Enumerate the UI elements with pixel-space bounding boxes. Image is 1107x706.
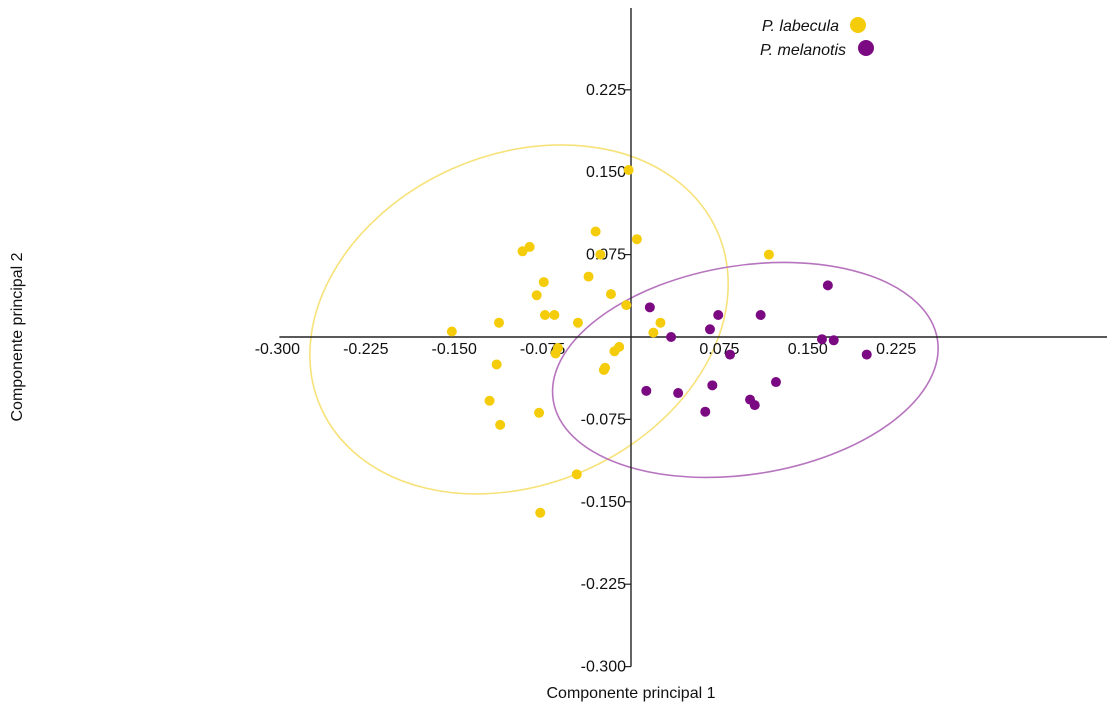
data-point-series-1 (641, 385, 652, 396)
data-point-series-0 (631, 234, 642, 245)
data-point-series-0 (605, 289, 616, 300)
ellipse-series-1 (551, 261, 939, 479)
data-point-series-0 (524, 241, 535, 252)
legend-label-p-melanotis: P. melanotis (760, 42, 846, 59)
data-point-series-0 (493, 317, 504, 328)
data-point-series-1 (707, 380, 718, 391)
data-point-series-1 (713, 310, 724, 321)
data-point-series-0 (484, 395, 495, 406)
confidence-ellipses (309, 144, 939, 495)
data-point-series-1 (644, 302, 655, 313)
data-point-series-0 (549, 310, 560, 321)
legend: P. labecula P. melanotis (760, 17, 874, 59)
data-point-series-1 (822, 280, 833, 291)
data-point-series-0 (531, 290, 542, 301)
data-point-series-1 (749, 400, 760, 411)
y-tick-label: -0.225 (581, 576, 626, 593)
y-tick-label: -0.150 (581, 494, 626, 511)
x-tick-label: 0.225 (876, 341, 916, 358)
y-tick-label: 0.075 (586, 247, 626, 264)
data-point-series-1 (770, 377, 781, 388)
data-point-series-0 (763, 249, 774, 260)
y-tick-label: 0.150 (586, 164, 626, 181)
legend-marker-p-melanotis (858, 40, 874, 56)
data-point-series-0 (595, 249, 606, 260)
legend-label-p-labecula: P. labecula (762, 18, 839, 35)
data-point-series-0 (491, 359, 502, 370)
data-point-series-0 (538, 277, 549, 288)
ellipse-series-0 (309, 144, 729, 495)
x-axis-title: Componente principal 1 (547, 685, 716, 702)
data-point-series-1 (816, 334, 827, 345)
data-point-series-0 (446, 326, 457, 337)
data-point-series-0 (495, 419, 506, 430)
data-point-series-1 (725, 349, 736, 360)
x-tick-label: -0.300 (255, 341, 300, 358)
data-point-series-1 (828, 335, 839, 346)
data-point-series-0 (571, 469, 582, 480)
data-points (446, 164, 872, 518)
data-point-series-0 (539, 310, 550, 321)
data-point-series-1 (673, 388, 684, 399)
data-point-series-0 (534, 407, 545, 418)
x-tick-label: -0.150 (432, 341, 477, 358)
data-point-series-1 (700, 406, 711, 417)
data-point-series-1 (666, 332, 677, 342)
x-tick-label: -0.225 (343, 341, 388, 358)
data-point-series-0 (590, 226, 601, 237)
y-tick-label: 0.225 (586, 82, 626, 99)
data-point-series-0 (535, 507, 546, 518)
y-tick-label: -0.300 (581, 659, 626, 676)
data-point-series-0 (648, 327, 659, 338)
data-point-series-1 (755, 310, 766, 321)
y-axis-title: Componente principal 2 (9, 252, 26, 421)
data-point-series-1 (861, 349, 872, 360)
data-point-series-1 (704, 324, 715, 335)
y-axis-ticks: 0.225 0.150 0.075 -0.075 -0.150 -0.225 -0.300 (581, 82, 631, 676)
legend-marker-p-labecula (850, 17, 866, 33)
data-point-series-0 (621, 300, 632, 311)
data-point-series-0 (614, 341, 625, 352)
x-axis-ticks: -0.300 -0.225 -0.150 -0.075 0.075 0.150 0.225 (255, 341, 917, 358)
data-point-series-0 (655, 317, 666, 328)
data-point-series-0 (572, 317, 583, 328)
x-tick-label: 0.150 (788, 341, 828, 358)
data-point-series-0 (583, 271, 594, 282)
data-point-series-0 (550, 348, 561, 359)
data-point-series-0 (623, 164, 634, 175)
data-point-series-0 (598, 364, 609, 375)
y-tick-label: -0.075 (581, 411, 626, 428)
